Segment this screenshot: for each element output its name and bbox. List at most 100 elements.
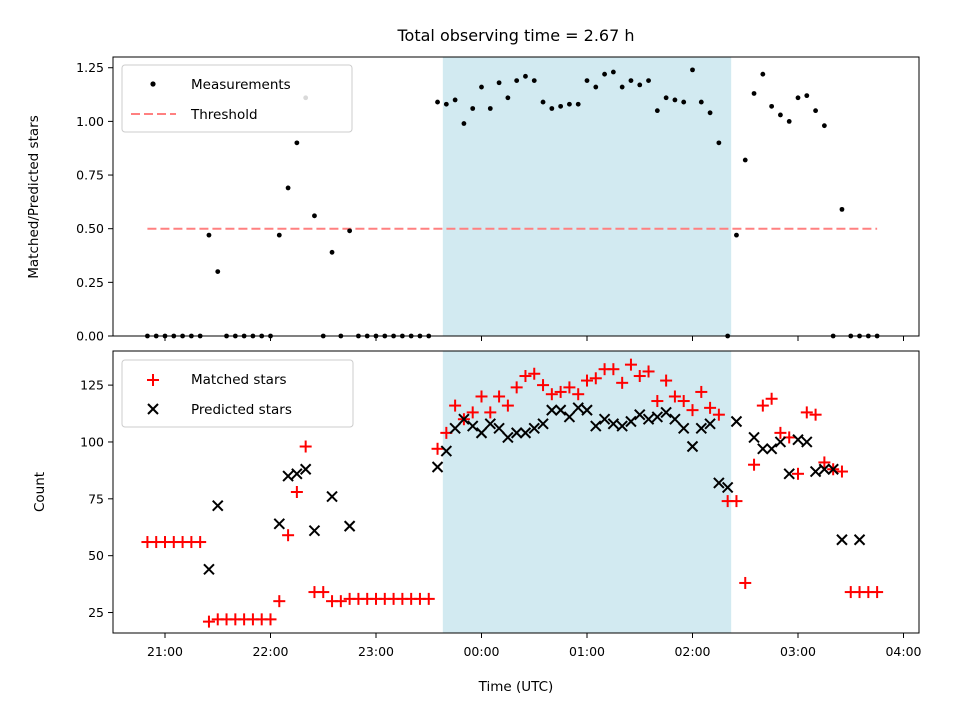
predicted-star-b <box>607 418 620 430</box>
matched-star-point <box>633 370 646 383</box>
measurement-point <box>531 78 537 84</box>
predicted-star-b <box>440 445 453 457</box>
predicted-star-point <box>827 463 839 475</box>
matched-star-point <box>668 390 681 403</box>
measurement-point <box>821 123 827 129</box>
predicted-star-b <box>343 520 356 532</box>
measurement-point <box>329 249 335 255</box>
predicted-star-b <box>546 404 558 416</box>
predicted-star-b <box>554 404 567 416</box>
predicted-star-b <box>502 431 514 444</box>
predicted-star-point <box>801 436 813 448</box>
measurement-point <box>540 99 546 105</box>
predicted-star-b <box>801 436 813 448</box>
matched-star-point <box>422 592 435 605</box>
predicted-star-point <box>686 440 699 453</box>
top-y-tick-label: 0.75 <box>76 168 104 183</box>
measurement-point <box>575 101 581 107</box>
predicted-star-b <box>510 427 523 439</box>
matched-star-point <box>299 440 312 453</box>
matched-star-point <box>765 392 778 405</box>
bottom-y-tick-label: 100 <box>80 434 104 449</box>
measurement-point <box>628 78 634 84</box>
measurement-point <box>734 232 739 238</box>
predicted-stars-points <box>203 402 866 576</box>
measurement-point <box>707 110 713 116</box>
legend-measurements-label: Measurements <box>191 77 291 93</box>
predicted-star-b <box>291 468 303 480</box>
predicted-star-point <box>765 443 778 455</box>
observing-interval-band-bottom <box>442 351 732 633</box>
predicted-star-point <box>493 422 505 435</box>
measurement-point <box>795 95 801 101</box>
predicted-star-b <box>308 524 321 537</box>
measurement-point <box>452 97 458 103</box>
bottom-x-ticks: 21:00 22:00 23:00 00:00 01:00 02:00 03:00 04:00 <box>147 633 922 659</box>
measurement-point <box>514 78 520 84</box>
matched-star-point <box>501 399 514 412</box>
measurement-point <box>602 71 607 77</box>
predicted-star-b <box>642 413 655 425</box>
predicted-star-b <box>818 463 831 475</box>
predicted-star-b <box>475 427 488 439</box>
matched-star-point <box>835 465 848 478</box>
predicted-star-point <box>308 524 321 537</box>
top-y-tick-label: 0.00 <box>76 329 104 344</box>
predicted-star-point <box>607 418 620 430</box>
predicted-star-b <box>827 463 839 475</box>
x-tick-label: 01:00 <box>569 644 605 659</box>
matched-star-point <box>273 595 286 608</box>
predicted-star-b <box>651 411 664 423</box>
bottom-y-tick-label: 125 <box>80 378 104 393</box>
predicted-star-b <box>449 422 461 435</box>
predicted-star-b <box>704 418 716 430</box>
legend-measurements-marker <box>150 81 156 87</box>
matched-star-point <box>510 381 523 394</box>
predicted-star-b <box>774 436 787 448</box>
predicted-star-b <box>783 468 795 480</box>
predicted-star-b <box>625 415 637 428</box>
predicted-star-point <box>326 490 338 503</box>
matched-star-point <box>475 390 488 403</box>
bottom-y-axis-label: Count <box>32 472 48 512</box>
chart-title: Total observing time = 2.67 h <box>396 26 634 45</box>
predicted-star-point <box>581 404 593 416</box>
predicted-star-b <box>686 440 699 453</box>
matched-star-point <box>572 388 585 401</box>
predicted-star-b <box>282 470 294 482</box>
predicted-star-point <box>598 413 611 425</box>
matched-star-point <box>194 536 207 549</box>
predicted-star-b <box>634 408 646 421</box>
x-tick-label: 00:00 <box>463 644 499 659</box>
top-y-tick-label: 1.25 <box>76 60 104 75</box>
measurement-point <box>698 99 704 105</box>
measurement-point <box>839 206 845 212</box>
measurement-point <box>435 99 440 105</box>
predicted-star-point <box>449 422 461 435</box>
measurement-point <box>294 140 300 146</box>
predicted-star-point <box>546 404 558 416</box>
matched-star-point <box>792 467 804 480</box>
matched-star-point <box>774 426 787 439</box>
predicted-star-point <box>291 468 303 480</box>
predicted-star-point <box>440 445 453 457</box>
predicted-star-b <box>809 465 822 478</box>
predicted-star-b <box>757 443 769 455</box>
measurement-point <box>276 232 282 238</box>
predicted-star-point <box>590 420 602 432</box>
measurement-point <box>610 69 616 75</box>
predicted-star-b <box>748 431 760 444</box>
matched-star-point <box>871 586 884 599</box>
predicted-star-b <box>730 415 743 428</box>
observing-interval-band <box>442 57 732 336</box>
matched-star-point <box>624 358 637 371</box>
predicted-star-point <box>678 422 690 435</box>
measurement-point <box>813 108 818 114</box>
measurement-point <box>593 84 599 90</box>
predicted-star-point <box>203 563 215 576</box>
bottom-y-tick-label: 50 <box>88 548 104 563</box>
predicted-star-point <box>625 415 637 428</box>
legend-threshold-label: Threshold <box>190 107 258 123</box>
measurement-point <box>479 84 484 90</box>
